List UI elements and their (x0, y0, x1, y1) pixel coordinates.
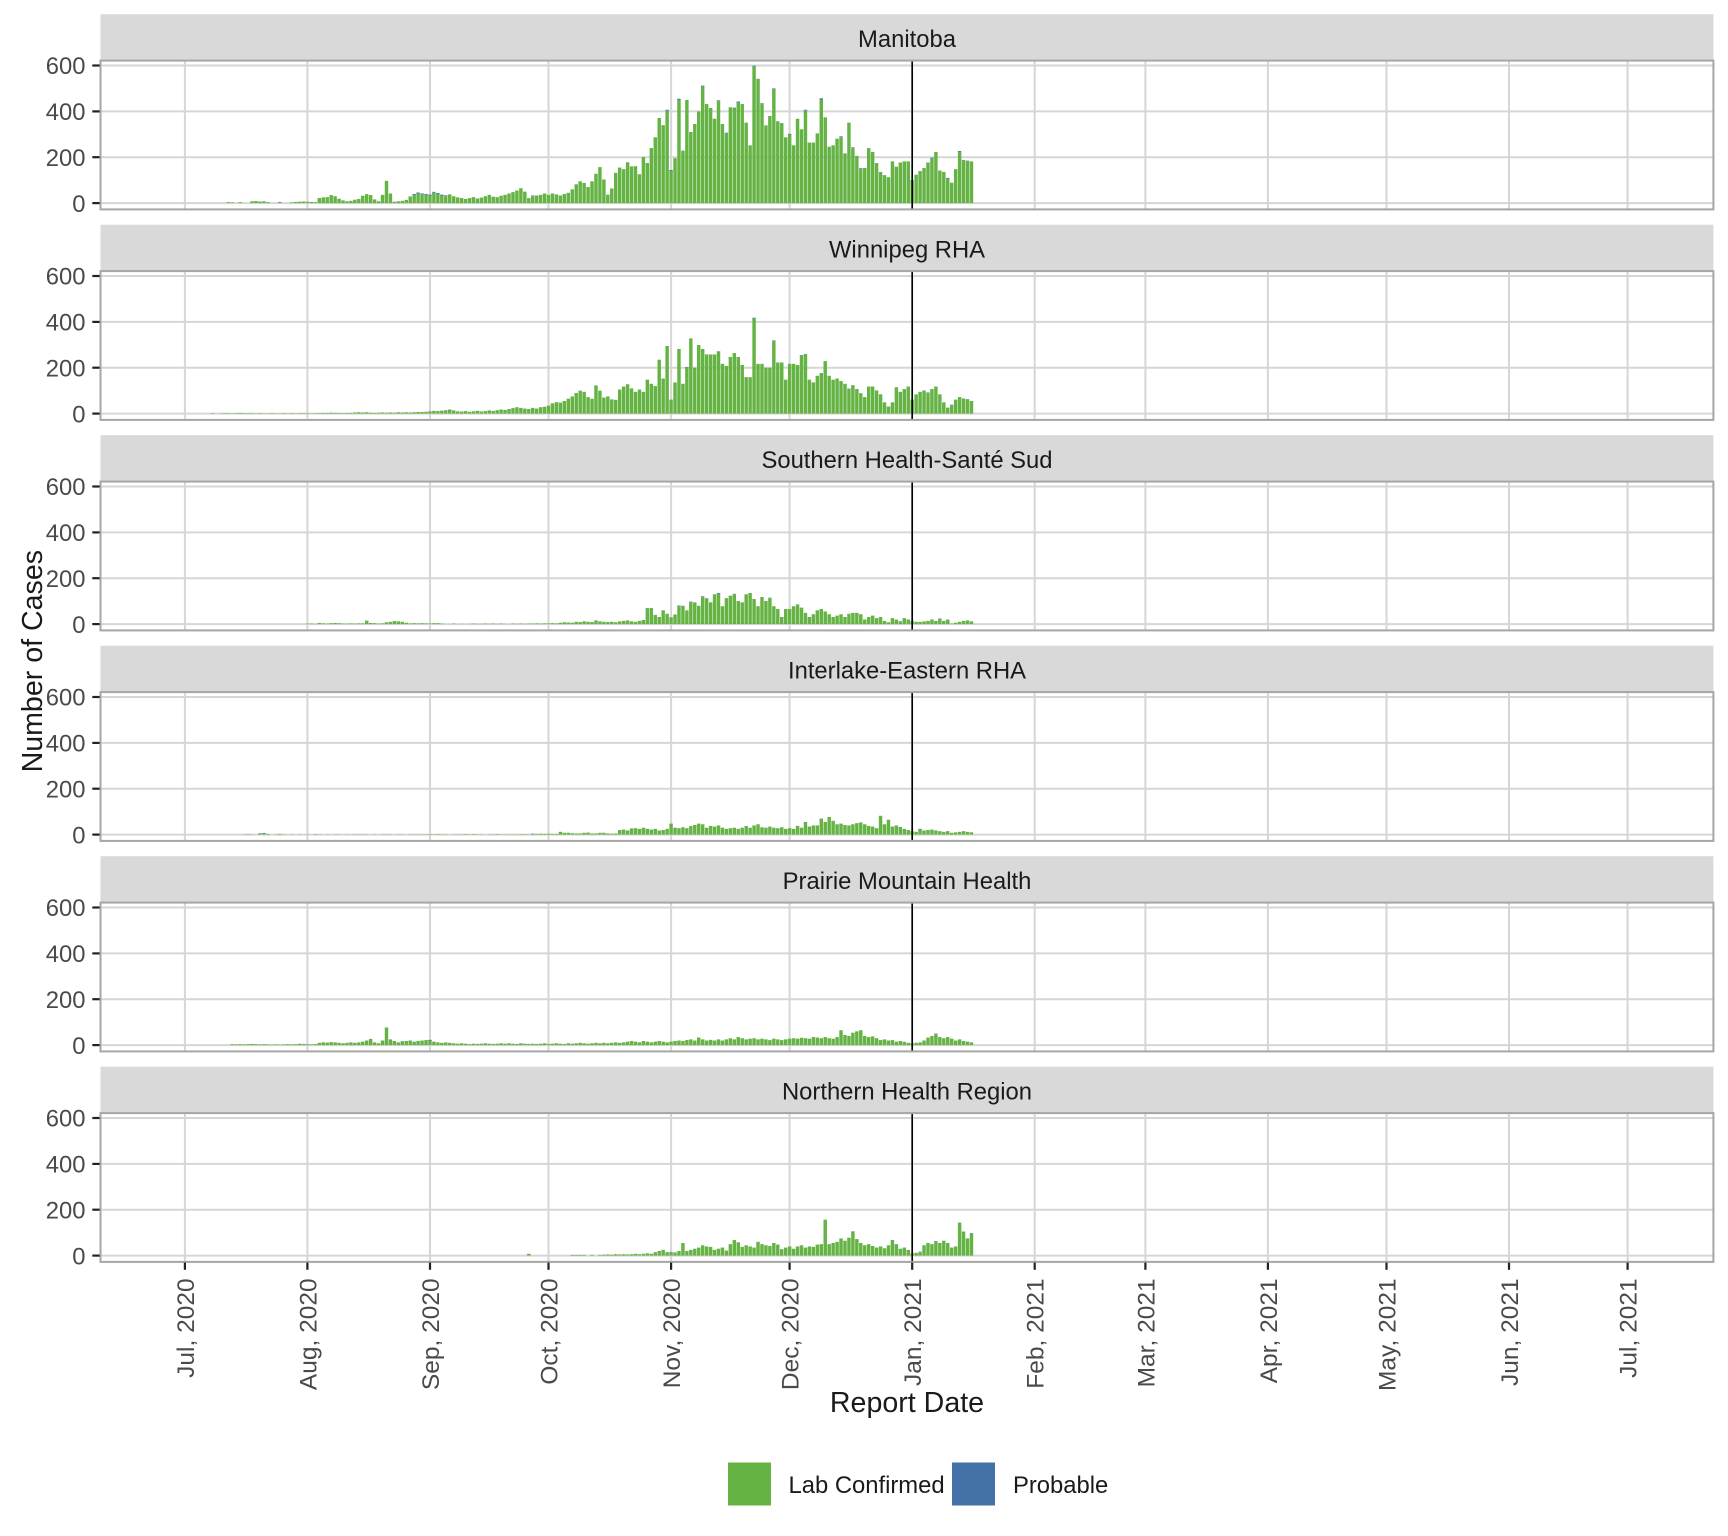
svg-text:Lab Confirmed: Lab Confirmed (789, 1472, 945, 1499)
svg-text:Aug, 2020: Aug, 2020 (295, 1278, 322, 1390)
svg-text:200: 200 (46, 566, 86, 593)
svg-text:Jul, 2021: Jul, 2021 (1616, 1278, 1643, 1377)
svg-text:400: 400 (46, 1152, 86, 1179)
svg-text:0: 0 (72, 612, 85, 639)
svg-text:600: 600 (46, 474, 86, 501)
svg-text:Jun, 2021: Jun, 2021 (1497, 1278, 1524, 1386)
svg-text:Northern Health Region: Northern Health Region (782, 1079, 1032, 1106)
svg-text:0: 0 (72, 822, 85, 849)
svg-text:Sep, 2020: Sep, 2020 (418, 1278, 445, 1390)
svg-text:400: 400 (46, 310, 86, 337)
svg-text:600: 600 (46, 53, 86, 80)
svg-text:0: 0 (72, 1243, 85, 1270)
svg-text:600: 600 (46, 895, 86, 922)
svg-text:200: 200 (46, 355, 86, 382)
svg-text:0: 0 (72, 191, 85, 218)
svg-text:200: 200 (46, 987, 86, 1014)
svg-text:Jul, 2020: Jul, 2020 (173, 1278, 200, 1377)
svg-text:400: 400 (46, 520, 86, 547)
svg-text:May, 2021: May, 2021 (1374, 1278, 1401, 1391)
svg-text:Report Date: Report Date (830, 1387, 984, 1419)
svg-text:200: 200 (46, 776, 86, 803)
svg-text:Apr, 2021: Apr, 2021 (1256, 1278, 1283, 1383)
svg-text:Nov, 2020: Nov, 2020 (659, 1278, 686, 1388)
svg-text:0: 0 (72, 1033, 85, 1060)
svg-text:Feb, 2021: Feb, 2021 (1023, 1278, 1050, 1388)
svg-text:Oct, 2020: Oct, 2020 (536, 1278, 563, 1384)
svg-text:Mar, 2021: Mar, 2021 (1133, 1278, 1160, 1387)
svg-text:400: 400 (46, 941, 86, 968)
svg-text:0: 0 (72, 401, 85, 428)
svg-text:Prairie Mountain Health: Prairie Mountain Health (783, 868, 1032, 895)
svg-text:200: 200 (46, 1197, 86, 1224)
svg-text:400: 400 (46, 99, 86, 126)
svg-text:Interlake-Eastern RHA: Interlake-Eastern RHA (788, 658, 1026, 685)
svg-text:Manitoba: Manitoba (858, 26, 957, 53)
svg-text:Number of Cases: Number of Cases (17, 550, 49, 772)
svg-text:600: 600 (46, 1106, 86, 1133)
svg-text:Jan, 2021: Jan, 2021 (900, 1278, 927, 1386)
svg-text:400: 400 (46, 731, 86, 758)
svg-text:200: 200 (46, 145, 86, 172)
svg-text:Winnipeg RHA: Winnipeg RHA (829, 237, 985, 264)
svg-text:600: 600 (46, 264, 86, 291)
svg-text:Southern Health-Santé Sud: Southern Health-Santé Sud (761, 447, 1052, 474)
svg-text:Probable: Probable (1013, 1472, 1108, 1499)
svg-text:Dec, 2020: Dec, 2020 (778, 1278, 805, 1390)
svg-text:600: 600 (46, 685, 86, 712)
